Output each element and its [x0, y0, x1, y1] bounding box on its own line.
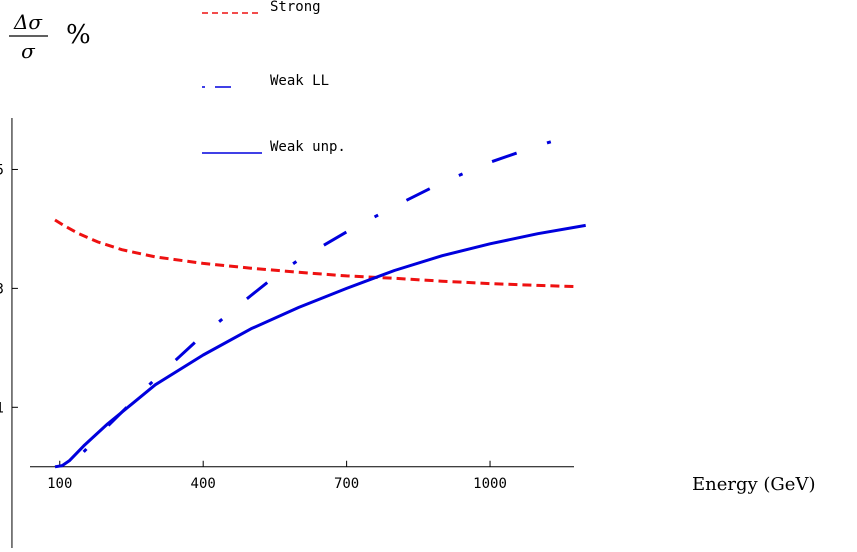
series-line-2 [54, 223, 586, 469]
x-axis-label: Energy (GeV) [692, 474, 815, 495]
series-layer [54, 137, 586, 469]
y-label-unit: % [66, 20, 91, 50]
axes: 100 400 700 1000 1 3 5 [0, 118, 574, 548]
y-tick-label: 3 [0, 281, 4, 297]
y-label-denominator: σ [21, 39, 36, 63]
legend: Strong Weak LL Weak unp. [202, 0, 346, 155]
legend-label: Weak LL [270, 73, 329, 89]
x-tick-label: 700 [334, 476, 359, 492]
legend-label: Strong [270, 0, 321, 15]
series-line-1 [82, 137, 563, 453]
y-label-numerator: Δσ [13, 10, 43, 34]
y-tick-label: 1 [0, 400, 4, 416]
legend-label: Weak unp. [270, 139, 346, 155]
x-tick-label: 100 [47, 476, 72, 492]
x-tick-label: 1000 [473, 476, 507, 492]
series-line-0 [54, 218, 577, 289]
y-tick-label: 5 [0, 162, 4, 178]
y-axis-label: Δσ σ % [9, 10, 91, 63]
x-tick-label: 400 [191, 476, 216, 492]
